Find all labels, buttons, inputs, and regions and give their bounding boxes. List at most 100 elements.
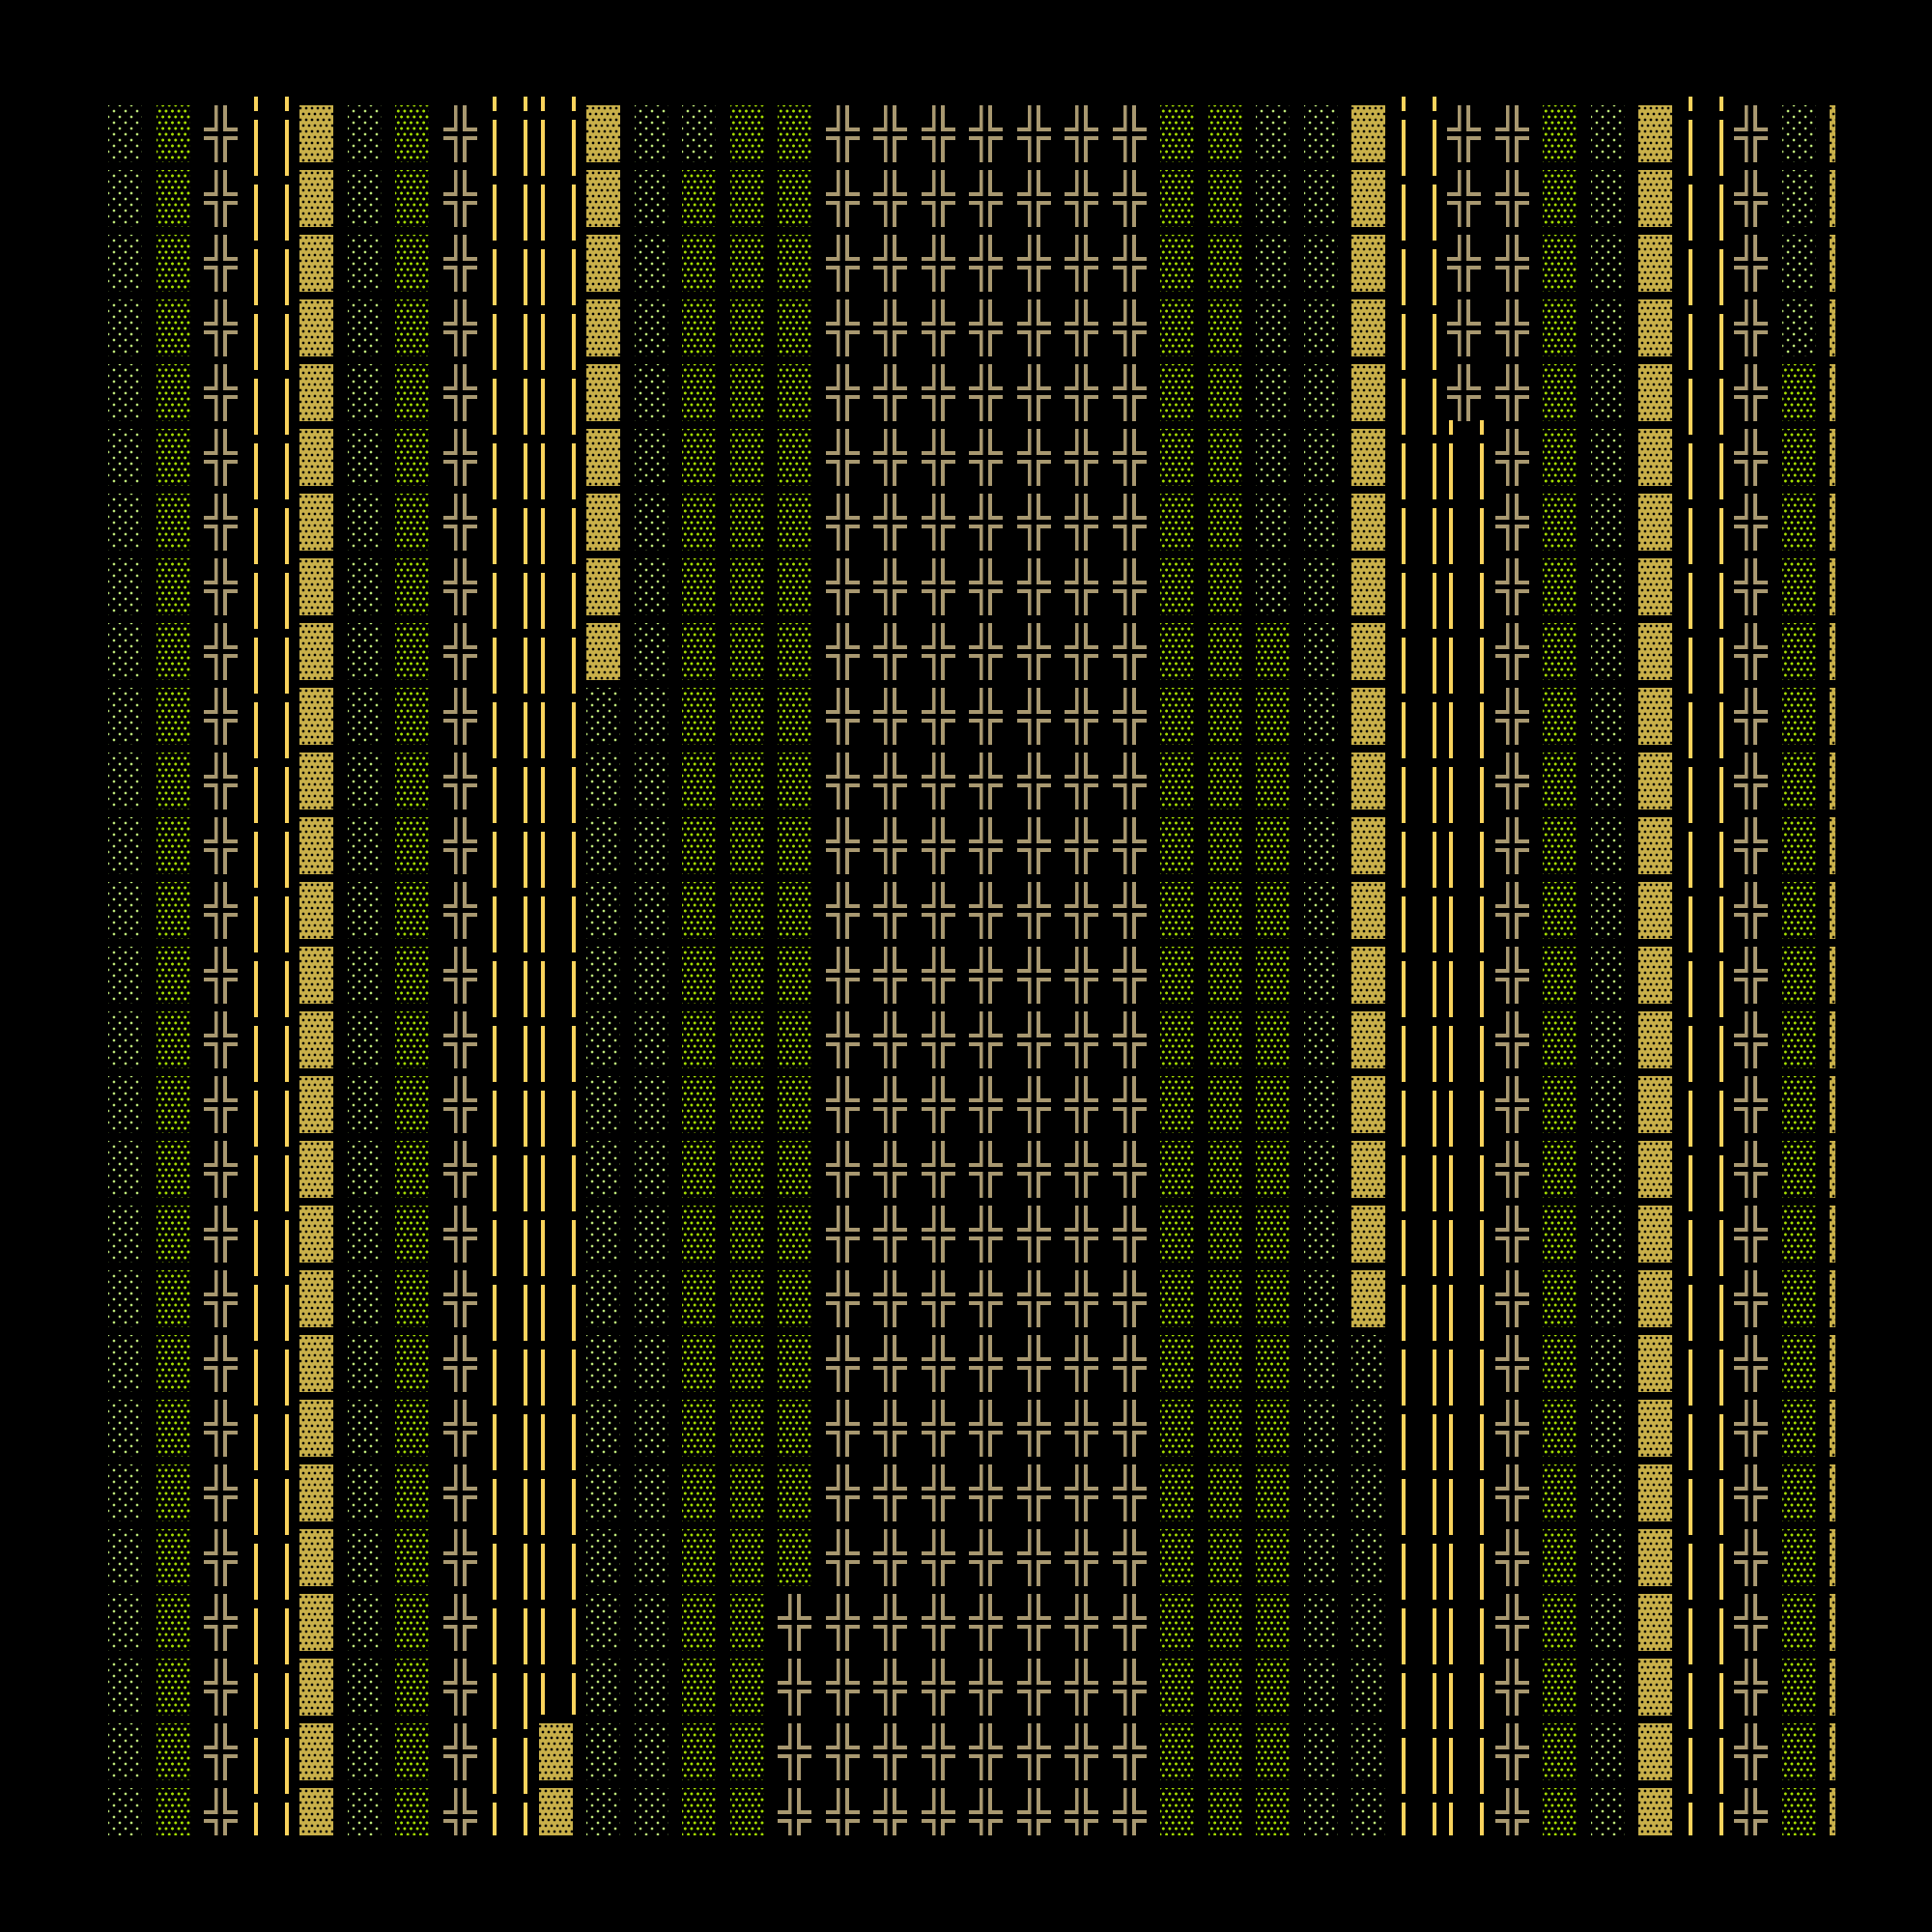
light-shade-glyph-shape [108, 1011, 142, 1068]
double-cross-glyph [1727, 1003, 1776, 1068]
light-shade-glyph [341, 161, 389, 227]
medium-shade-glyph [1776, 355, 1824, 421]
vertical-bar-stroke [284, 1520, 289, 1585]
double-cross-glyph-shape [921, 558, 955, 615]
double-cross-glyph [1058, 938, 1106, 1004]
double-vertical-line-glyph [1393, 97, 1441, 161]
dark-shade-glyph-shape [1638, 882, 1672, 939]
double-vertical-line-glyph [484, 1262, 532, 1326]
light-shade-glyph-shape [634, 1141, 668, 1198]
medium-shade-glyph [1153, 1067, 1202, 1133]
medium-shade-glyph [724, 420, 772, 486]
medium-shade-glyph-shape [395, 688, 429, 745]
light-shade-glyph [341, 1650, 389, 1716]
dark-shade-glyph [293, 485, 341, 551]
vertical-bar-stroke [524, 1456, 527, 1520]
vertical-bar-stroke [1480, 1520, 1484, 1585]
dark-shade-glyph-shape [1638, 817, 1672, 874]
light-shade-glyph [580, 679, 628, 745]
medium-shade-glyph-shape [1208, 1788, 1242, 1835]
vertical-bar-stroke [493, 873, 497, 938]
double-cross-glyph-shape [204, 170, 238, 227]
double-cross-glyph-shape [921, 1270, 955, 1327]
vertical-bar-stroke [493, 97, 497, 161]
medium-shade-glyph [388, 420, 437, 486]
double-cross-glyph [962, 744, 1010, 810]
vertical-bar-stroke [253, 679, 258, 744]
vertical-bar-stroke [253, 1650, 258, 1715]
light-shade-glyph [101, 161, 150, 227]
double-cross-glyph [1489, 161, 1537, 227]
dark-shade-glyph-shape [1830, 1659, 1835, 1716]
dark-shade-glyph-shape [1351, 170, 1385, 227]
double-vertical-line-glyph [484, 1003, 532, 1067]
double-cross-glyph [962, 1132, 1010, 1198]
medium-shade-glyph-shape [1256, 1594, 1290, 1651]
double-cross-glyph-shape [1734, 299, 1768, 356]
medium-shade-glyph [724, 1326, 772, 1392]
medium-shade-glyph-shape [1543, 1723, 1577, 1780]
vertical-bar-stroke [1401, 873, 1406, 938]
dark-shade-glyph-shape [299, 947, 333, 1004]
light-shade-glyph-shape [1590, 1270, 1625, 1327]
double-cross-glyph-shape [1494, 688, 1529, 745]
vertical-bar-stroke [493, 1585, 497, 1650]
dark-shade-glyph [1823, 679, 1835, 745]
light-shade-glyph [580, 1262, 628, 1327]
light-shade-glyph-shape [1303, 105, 1338, 162]
medium-shade-glyph [1202, 420, 1250, 486]
medium-shade-glyph [724, 1520, 772, 1586]
double-cross-glyph [819, 1715, 867, 1780]
vertical-bar-stroke [493, 355, 497, 420]
light-shade-glyph [341, 1779, 389, 1835]
dark-shade-glyph-shape [1830, 105, 1835, 162]
dark-shade-glyph [293, 1067, 341, 1133]
double-cross-glyph [1010, 485, 1059, 551]
double-cross-glyph [1489, 873, 1537, 939]
double-cross-glyph-shape [1016, 753, 1051, 810]
double-cross-glyph [197, 1197, 245, 1263]
double-cross-glyph-shape [1734, 623, 1768, 680]
vertical-bar-stroke [253, 1456, 258, 1520]
double-cross-glyph-shape [1065, 494, 1098, 551]
double-cross-glyph [437, 1132, 485, 1198]
light-shade-glyph-shape [108, 1335, 142, 1392]
vertical-bar-stroke [1480, 809, 1484, 873]
double-cross-glyph [1010, 1585, 1059, 1651]
medium-shade-glyph [388, 1520, 437, 1586]
double-cross-glyph-shape [1016, 1270, 1051, 1327]
vertical-bar-stroke [1719, 485, 1723, 550]
double-cross-glyph-shape [921, 1335, 955, 1392]
double-cross-glyph-shape [1016, 1076, 1051, 1133]
double-cross-glyph-shape [969, 1529, 1003, 1586]
terminal-screen [101, 97, 1835, 1835]
medium-shade-glyph-shape [729, 1659, 764, 1716]
medium-shade-glyph-shape [778, 623, 811, 680]
medium-shade-glyph-shape [156, 817, 190, 874]
medium-shade-glyph-shape [156, 1659, 190, 1716]
dark-shade-glyph-shape [1351, 882, 1385, 939]
light-shade-glyph-shape [1303, 1335, 1338, 1392]
medium-shade-glyph [150, 873, 198, 939]
dark-shade-glyph [1632, 809, 1680, 874]
double-cross-glyph-shape [969, 1141, 1003, 1198]
dark-shade-glyph [1632, 226, 1680, 292]
dark-shade-glyph-shape [1638, 1659, 1672, 1716]
double-cross-glyph [867, 938, 915, 1004]
vertical-bar-stroke [1688, 1779, 1692, 1835]
light-shade-glyph-shape [1590, 1529, 1625, 1586]
light-shade-glyph-shape [108, 1594, 142, 1651]
medium-shade-glyph-shape [1208, 105, 1242, 162]
light-shade-glyph [101, 809, 150, 874]
double-cross-glyph-shape [442, 1594, 477, 1651]
double-cross-glyph [1727, 1197, 1776, 1263]
double-cross-glyph-shape [1065, 688, 1098, 745]
double-vertical-line-glyph [1440, 485, 1489, 550]
double-cross-glyph-shape [825, 1400, 860, 1457]
medium-shade-glyph [1153, 679, 1202, 745]
double-cross-glyph-shape [873, 235, 907, 292]
medium-shade-glyph-shape [682, 1529, 716, 1586]
medium-shade-glyph-shape [1208, 1723, 1242, 1780]
medium-shade-glyph-shape [682, 1335, 716, 1392]
medium-shade-glyph-shape [1160, 299, 1194, 356]
